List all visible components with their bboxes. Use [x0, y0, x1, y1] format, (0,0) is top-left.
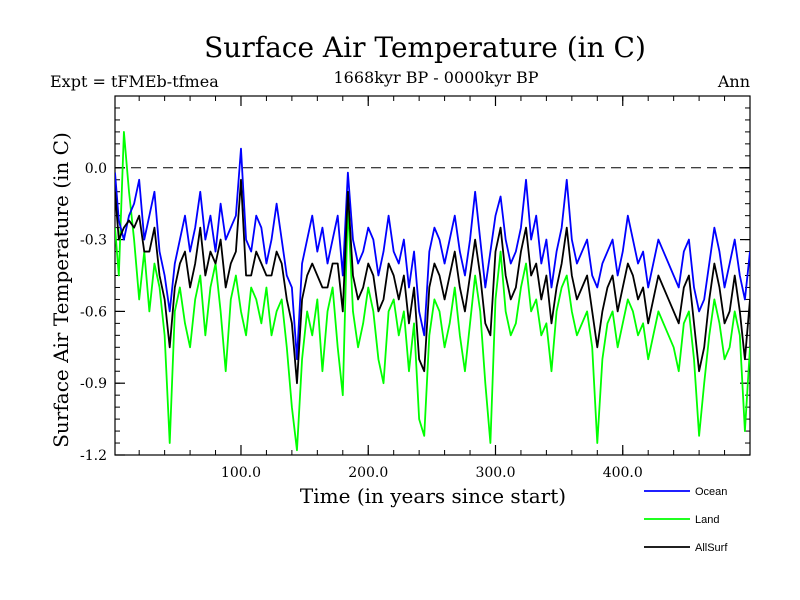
series-line-allsurf [115, 178, 750, 385]
x-tick-label: 100.0 [221, 465, 261, 481]
chart-subtitle: 1668kyr BP - 0000kyr BP [334, 68, 539, 87]
plot-area: 0.0 -0.3 -0.6 -0.9 -1.2 100.0 200.0 300.0 400.0 [80, 95, 751, 481]
y-tick-label: -1.2 [80, 448, 107, 464]
y-tick-label: -0.6 [80, 304, 107, 320]
series-line-ocean [115, 147, 750, 361]
series-line-land [115, 131, 750, 452]
legend-label-allsurf: AllSurf [695, 542, 728, 554]
y-tick-label: -0.3 [80, 233, 107, 249]
x-tick-label: 300.0 [475, 465, 515, 481]
legend-label-ocean: Ocean [695, 486, 727, 498]
y-tick-label: -0.9 [80, 376, 107, 392]
season-label: Ann [717, 72, 750, 91]
legend-label-land: Land [695, 514, 719, 526]
y-tick-label: 0.0 [85, 161, 107, 177]
chart-title: Surface Air Temperature (in C) [204, 31, 646, 64]
x-tick-label: 400.0 [603, 465, 643, 481]
legend: Ocean Land AllSurf [644, 486, 728, 554]
experiment-label: Expt = tFMEb-tfmea [50, 72, 219, 91]
y-axis-label: Surface Air Temperature (in C) [49, 132, 73, 448]
x-tick-label: 200.0 [348, 465, 388, 481]
x-axis-label: Time (in years since start) [300, 484, 566, 508]
